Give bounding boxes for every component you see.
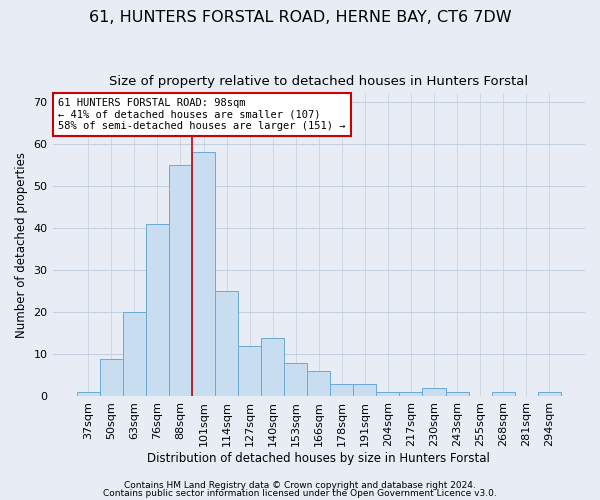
- Y-axis label: Number of detached properties: Number of detached properties: [15, 152, 28, 338]
- Text: Contains HM Land Registry data © Crown copyright and database right 2024.: Contains HM Land Registry data © Crown c…: [124, 481, 476, 490]
- Bar: [307, 371, 330, 396]
- Text: Contains public sector information licensed under the Open Government Licence v3: Contains public sector information licen…: [103, 488, 497, 498]
- Bar: [446, 392, 469, 396]
- Bar: [422, 388, 446, 396]
- Bar: [192, 152, 215, 396]
- Bar: [215, 291, 238, 397]
- Bar: [353, 384, 376, 396]
- Bar: [169, 165, 192, 396]
- Bar: [491, 392, 515, 396]
- Bar: [330, 384, 353, 396]
- Bar: [400, 392, 422, 396]
- Bar: [77, 392, 100, 396]
- Bar: [261, 338, 284, 396]
- Bar: [123, 312, 146, 396]
- Bar: [284, 363, 307, 396]
- Bar: [376, 392, 400, 396]
- Text: 61 HUNTERS FORSTAL ROAD: 98sqm
← 41% of detached houses are smaller (107)
58% of: 61 HUNTERS FORSTAL ROAD: 98sqm ← 41% of …: [58, 98, 346, 131]
- Bar: [238, 346, 261, 397]
- X-axis label: Distribution of detached houses by size in Hunters Forstal: Distribution of detached houses by size …: [148, 452, 490, 465]
- Bar: [538, 392, 561, 396]
- Text: 61, HUNTERS FORSTAL ROAD, HERNE BAY, CT6 7DW: 61, HUNTERS FORSTAL ROAD, HERNE BAY, CT6…: [89, 10, 511, 25]
- Title: Size of property relative to detached houses in Hunters Forstal: Size of property relative to detached ho…: [109, 75, 529, 88]
- Bar: [100, 358, 123, 397]
- Bar: [146, 224, 169, 396]
